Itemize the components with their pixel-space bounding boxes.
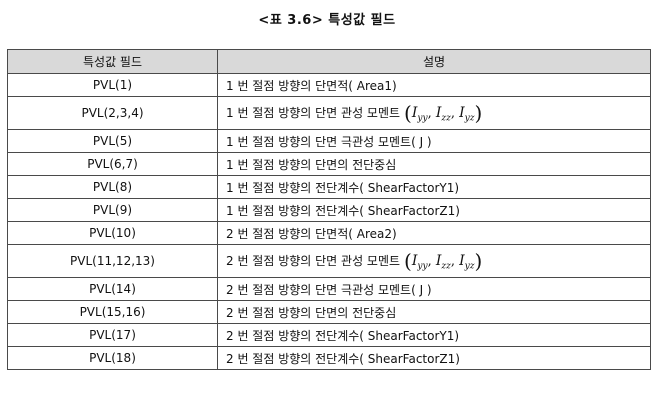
- description-text: 1 번 절점 방향의 전단계수( ShearFactorY1): [226, 180, 460, 195]
- property-field-table: 특성값 필드 설명 PVL(1) 1 번 절점 방향의 단면적( Area1) …: [7, 49, 651, 370]
- formula-separator: ,: [450, 106, 455, 121]
- table-row: PVL(18) 2 번 절점 방향의 전단계수( ShearFactorZ1): [7, 346, 651, 370]
- field-cell: PVL(8): [7, 175, 218, 199]
- formula-separator: ,: [427, 254, 432, 269]
- formula-symbol: I: [459, 105, 465, 121]
- description-cell: 1 번 절점 방향의 단면적( Area1): [217, 73, 651, 97]
- field-cell: PVL(11,12,13): [7, 244, 218, 278]
- formula-symbol: I: [435, 105, 442, 121]
- table-caption: <표 3.6> 특성값 필드: [258, 13, 396, 28]
- formula-symbol: I: [411, 253, 418, 269]
- field-cell: PVL(17): [7, 323, 218, 347]
- field-cell: PVL(1): [7, 73, 218, 97]
- description-cell: 2 번 절점 방향의 단면의 전단중심: [217, 300, 651, 324]
- field-cell: PVL(6,7): [7, 152, 218, 176]
- header-row: 특성값 필드 설명: [7, 49, 651, 74]
- description-cell: 1 번 절점 방향의 전단계수( ShearFactorY1): [217, 175, 651, 199]
- formula-separator: ,: [427, 106, 432, 121]
- description-text: 1 번 절점 방향의 전단계수( ShearFactorZ1): [226, 203, 460, 218]
- description-text: 2 번 절점 방향의 단면의 전단중심: [226, 305, 397, 320]
- description-text: 1 번 절점 방향의 단면 극관성 모멘트( J ): [226, 134, 432, 149]
- description-cell: 2 번 절점 방향의 단면 극관성 모멘트( J ): [217, 277, 651, 301]
- inertia-formula: (Iyy, Izz, Iyz): [404, 101, 482, 125]
- table-row: PVL(6,7) 1 번 절점 방향의 단면의 전단중심: [7, 152, 651, 176]
- description-text: 2 번 절점 방향의 단면 관성 모멘트: [226, 254, 401, 268]
- formula-subscript: yz: [464, 113, 475, 124]
- table-row: PVL(14) 2 번 절점 방향의 단면 극관성 모멘트( J ): [7, 277, 651, 301]
- description-cell: 2 번 절점 방향의 전단계수( ShearFactorY1): [217, 323, 651, 347]
- description-text: 1 번 절점 방향의 단면 관성 모멘트: [226, 106, 401, 120]
- table-row: PVL(5) 1 번 절점 방향의 단면 극관성 모멘트( J ): [7, 129, 651, 153]
- description-text: 1 번 절점 방향의 단면의 전단중심: [226, 157, 397, 172]
- table-row: PVL(2,3,4) 1 번 절점 방향의 단면 관성 모멘트 (Iyy, Izz…: [7, 96, 651, 130]
- field-cell: PVL(10): [7, 221, 218, 245]
- table-row: PVL(11,12,13) 2 번 절점 방향의 단면 관성 모멘트 (Iyy, …: [7, 244, 651, 278]
- formula-subscript: zz: [441, 113, 451, 124]
- description-cell: 2 번 절점 방향의 단면 관성 모멘트 (Iyy, Izz, Iyz): [217, 244, 651, 278]
- description-cell: 1 번 절점 방향의 전단계수( ShearFactorZ1): [217, 198, 651, 222]
- table-row: PVL(9) 1 번 절점 방향의 전단계수( ShearFactorZ1): [7, 198, 651, 222]
- table-row: PVL(10) 2 번 절점 방향의 단면적( Area2): [7, 221, 651, 245]
- description-text: 2 번 절점 방향의 전단계수( ShearFactorY1): [226, 328, 460, 343]
- formula-subscript: yy: [417, 113, 428, 124]
- inertia-formula: (Iyy, Izz, Iyz): [404, 249, 482, 273]
- description-cell: 2 번 절점 방향의 단면적( Area2): [217, 221, 651, 245]
- field-cell: PVL(18): [7, 346, 218, 370]
- table-row: PVL(8) 1 번 절점 방향의 전단계수( ShearFactorY1): [7, 175, 651, 199]
- field-cell: PVL(14): [7, 277, 218, 301]
- description-text: 2 번 절점 방향의 단면적( Area2): [226, 226, 397, 241]
- column-header-field: 특성값 필드: [7, 49, 218, 74]
- formula-close-paren: ): [474, 101, 483, 125]
- description-text: 2 번 절점 방향의 전단계수( ShearFactorZ1): [226, 351, 460, 366]
- formula-open-paren: (: [404, 249, 412, 273]
- formula-subscript: yz: [464, 261, 475, 272]
- formula-separator: ,: [450, 254, 455, 269]
- description-cell: 1 번 절점 방향의 단면 극관성 모멘트( J ): [217, 129, 651, 153]
- formula-close-paren: ): [474, 249, 483, 273]
- description-cell: 1 번 절점 방향의 단면의 전단중심: [217, 152, 651, 176]
- formula-symbol: I: [459, 253, 465, 269]
- table-row: PVL(1) 1 번 절점 방향의 단면적( Area1): [7, 73, 651, 97]
- field-cell: PVL(15,16): [7, 300, 218, 324]
- table-row: PVL(15,16) 2 번 절점 방향의 단면의 전단중심: [7, 300, 651, 324]
- field-cell: PVL(2,3,4): [7, 96, 218, 130]
- field-cell: PVL(9): [7, 198, 218, 222]
- table-row: PVL(17) 2 번 절점 방향의 전단계수( ShearFactorY1): [7, 323, 651, 347]
- description-cell: 1 번 절점 방향의 단면 관성 모멘트 (Iyy, Izz, Iyz): [217, 96, 651, 130]
- formula-symbol: I: [411, 105, 418, 121]
- formula-subscript: yy: [417, 261, 428, 272]
- formula-subscript: zz: [441, 261, 451, 272]
- formula-open-paren: (: [404, 101, 412, 125]
- description-text: 2 번 절점 방향의 단면 극관성 모멘트( J ): [226, 282, 432, 297]
- formula-symbol: I: [435, 253, 442, 269]
- description-text: 1 번 절점 방향의 단면적( Area1): [226, 78, 397, 93]
- column-header-description: 설명: [217, 49, 651, 74]
- field-cell: PVL(5): [7, 129, 218, 153]
- description-cell: 2 번 절점 방향의 전단계수( ShearFactorZ1): [217, 346, 651, 370]
